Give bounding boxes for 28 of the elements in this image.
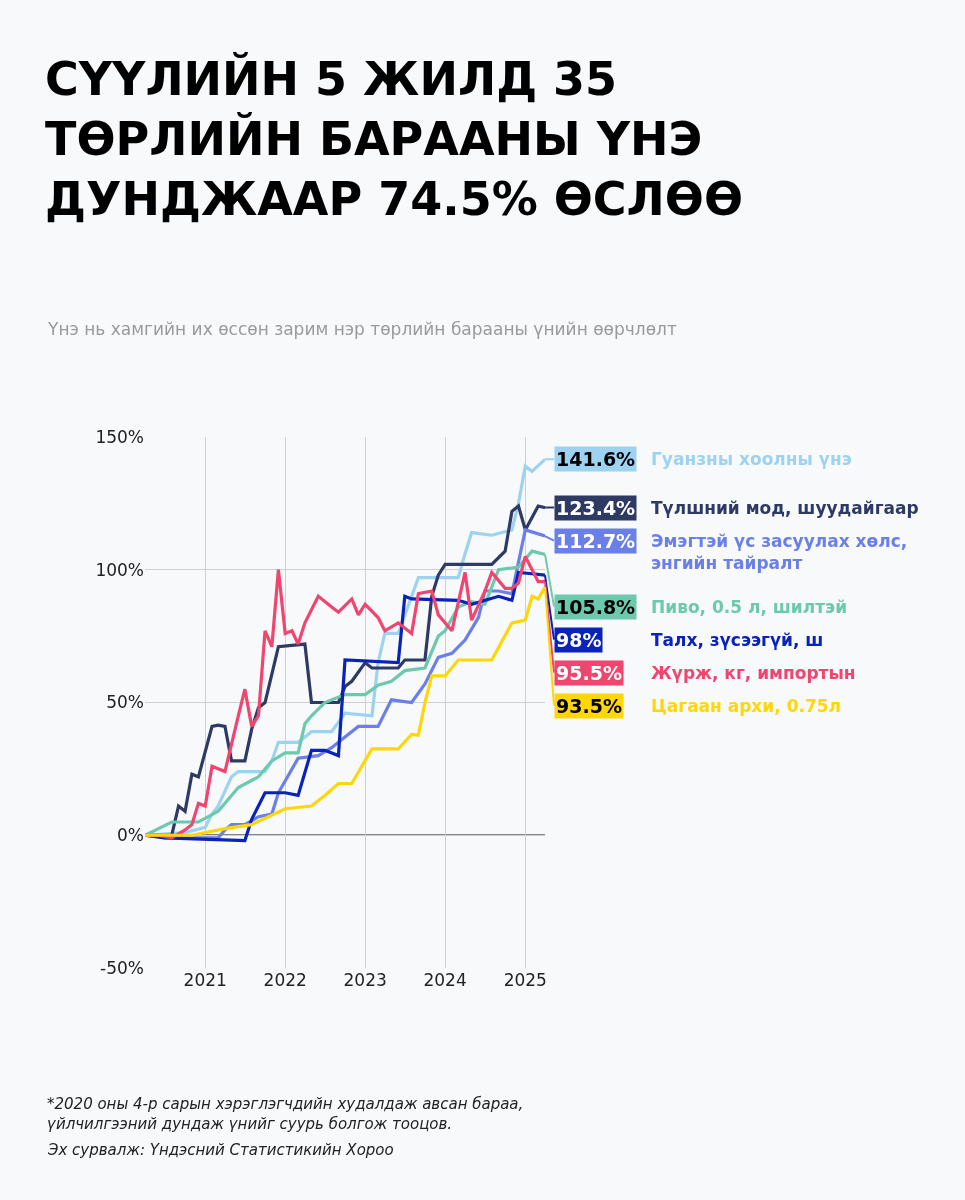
y-tick-label: -50% <box>100 957 144 978</box>
data-label: 112.7% <box>556 530 636 552</box>
legend-label: Эмэгтэй үс засуулах хөлс, энгийн тайралт <box>651 531 908 574</box>
y-tick-label: 150% <box>95 426 144 447</box>
y-tick-label: 0% <box>117 825 144 846</box>
legend-label: Пиво, 0.5 л, шилтэй <box>651 597 848 617</box>
y-tick-label: 50% <box>106 692 144 713</box>
data-label: 141.6% <box>556 448 636 470</box>
y-tick-label: 100% <box>95 559 144 580</box>
text: Талх, зүсээгүй, ш <box>651 630 824 650</box>
x-tick-label: 2025 <box>503 970 547 990</box>
x-tick-label: 2022 <box>263 970 307 990</box>
legend-label: Гуанзны хоолны үнэ <box>651 449 852 469</box>
chart-subtitle: Үнэ нь хамгийн их өссөн зарим нэр төрлийн барааны үнийн өөрчлөлт <box>47 319 677 339</box>
data-label: 98% <box>556 629 602 651</box>
data-label: 105.8% <box>556 596 636 618</box>
data-label: 95.5% <box>556 662 622 684</box>
data-label: 93.5% <box>556 695 622 717</box>
text: Эх сурвалж: Үндэсний Статистикийн Хороо <box>47 1141 394 1159</box>
x-tick-label: 2024 <box>423 970 467 990</box>
data-label: 123.4% <box>556 497 636 519</box>
legend-label: Жүрж, кг, импортын <box>651 663 856 683</box>
text: *2020 оны 4-р сарын хэрэглэгчдийн худалдаж авсан бараа, үйлчилгээний дундаж үнийг суурь болгож тооцов. <box>47 1095 524 1133</box>
x-tick-label: 2023 <box>343 970 387 990</box>
chart-title: СҮҮЛИЙН 5 ЖИЛД 35 ТӨРЛИЙН БАРААНЫ ҮНЭ ДУНДЖААР 74.5% ӨСЛӨӨ <box>45 52 744 226</box>
x-tick-label: 2021 <box>183 970 227 990</box>
legend-label: Цагаан архи, 0.75л <box>651 696 842 716</box>
legend-label: Түлшний мод, шуудайгаар <box>651 498 919 518</box>
